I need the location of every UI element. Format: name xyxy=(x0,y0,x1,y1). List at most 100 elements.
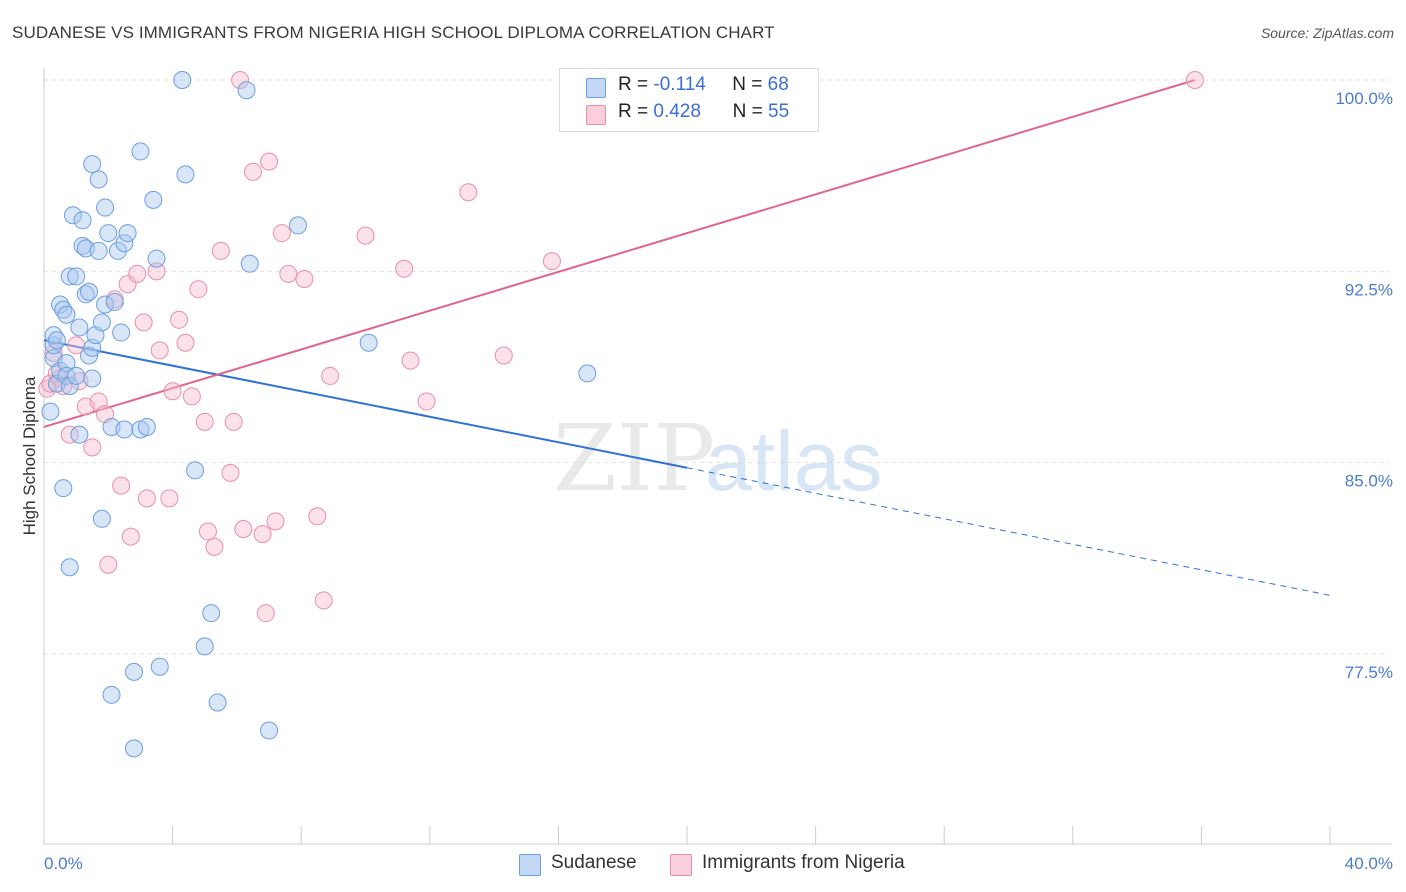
data-point-nigeria xyxy=(176,333,195,352)
data-point-sudanese xyxy=(112,323,131,342)
data-point-nigeria xyxy=(272,224,291,243)
data-point-nigeria xyxy=(38,379,57,398)
y-axis-label: High School Diploma xyxy=(20,376,39,535)
data-point-nigeria xyxy=(266,512,285,531)
y-tick-label: 100.0% xyxy=(1335,89,1393,108)
legend-swatch-nigeria xyxy=(670,854,692,876)
data-point-sudanese xyxy=(57,366,76,385)
trend-line-sudanese xyxy=(43,339,688,469)
data-point-nigeria xyxy=(243,162,262,181)
data-point-sudanese xyxy=(60,558,79,577)
chart-title: SUDANESE VS IMMIGRANTS FROM NIGERIA HIGH… xyxy=(12,23,775,42)
data-point-nigeria xyxy=(195,412,214,431)
data-point-nigeria xyxy=(205,537,224,556)
data-point-sudanese xyxy=(186,461,205,480)
data-point-nigeria xyxy=(494,346,513,365)
data-point-nigeria xyxy=(1185,71,1204,89)
data-point-sudanese xyxy=(80,282,99,301)
data-point-nigeria xyxy=(279,264,298,283)
trend-line-sudanese-extension xyxy=(686,467,1331,596)
data-point-nigeria xyxy=(160,489,179,508)
data-point-nigeria xyxy=(401,351,420,370)
data-point-sudanese xyxy=(150,657,169,676)
series-sudanese xyxy=(41,71,597,758)
data-point-nigeria xyxy=(163,382,182,401)
trend-lines xyxy=(43,79,1331,596)
data-point-sudanese xyxy=(147,249,166,268)
legend-label-sudanese: Sudanese xyxy=(551,852,637,873)
axes xyxy=(43,68,1392,845)
trend-line-nigeria xyxy=(43,79,1196,428)
data-point-sudanese xyxy=(144,190,163,209)
data-point-nigeria xyxy=(150,341,169,360)
data-point-nigeria xyxy=(189,280,208,299)
data-point-sudanese xyxy=(115,420,134,439)
data-point-nigeria xyxy=(137,489,156,508)
data-point-nigeria xyxy=(542,252,561,271)
data-point-nigeria xyxy=(121,527,140,546)
data-point-sudanese xyxy=(70,318,89,337)
legend-swatch-sudanese xyxy=(519,854,541,876)
data-point-nigeria xyxy=(170,310,189,329)
data-point-nigeria xyxy=(67,336,86,355)
data-point-nigeria xyxy=(198,522,217,541)
data-point-sudanese xyxy=(47,331,66,350)
data-point-sudanese xyxy=(176,165,195,184)
data-point-sudanese xyxy=(51,295,70,314)
data-point-nigeria xyxy=(256,604,275,623)
data-point-nigeria xyxy=(308,507,327,526)
data-point-sudanese xyxy=(44,336,63,355)
data-point-sudanese xyxy=(173,71,192,89)
y-tick-label: 77.5% xyxy=(1345,663,1393,682)
legend-n-value: 68 xyxy=(767,74,789,95)
data-point-nigeria xyxy=(260,152,279,171)
data-point-sudanese xyxy=(195,637,214,656)
series-legend: Sudanese Immigrants from Nigeria xyxy=(0,852,1406,878)
data-point-sudanese xyxy=(67,366,86,385)
data-point-sudanese xyxy=(118,224,137,243)
data-point-nigeria xyxy=(211,241,230,260)
data-point-sudanese xyxy=(89,170,108,189)
data-point-sudanese xyxy=(125,662,144,681)
data-point-sudanese xyxy=(83,369,102,388)
data-point-sudanese xyxy=(99,224,118,243)
data-point-sudanese xyxy=(92,313,111,332)
data-point-sudanese xyxy=(108,241,127,260)
data-point-nigeria xyxy=(231,71,250,89)
data-point-nigeria xyxy=(83,438,102,457)
legend-r-label: R = xyxy=(618,101,649,122)
data-point-sudanese xyxy=(125,739,144,758)
data-point-sudanese xyxy=(76,285,95,304)
data-point-nigeria xyxy=(314,591,333,610)
x-tick-label: 0.0% xyxy=(44,854,83,873)
legend-n-label: N = xyxy=(732,74,763,95)
data-point-sudanese xyxy=(208,693,227,712)
data-point-sudanese xyxy=(359,333,378,352)
data-point-nigeria xyxy=(295,269,314,288)
data-point-nigeria xyxy=(112,476,131,495)
source-credit: Source: ZipAtlas.com xyxy=(1260,25,1394,41)
legend-r-value: -0.114 xyxy=(653,74,706,95)
data-point-nigeria xyxy=(417,392,436,411)
data-point-sudanese xyxy=(73,211,92,230)
legend-swatch-nigeria xyxy=(586,105,606,125)
tick-labels: 77.5% 85.0% 92.5% 100.0% 0.0% 40.0% xyxy=(44,89,1393,873)
y-tick-label: 85.0% xyxy=(1345,472,1393,491)
legend-swatch-sudanese xyxy=(586,78,606,98)
legend-label-nigeria: Immigrants from Nigeria xyxy=(702,852,905,873)
data-point-sudanese xyxy=(41,402,60,421)
data-point-sudanese xyxy=(105,292,124,311)
data-point-sudanese xyxy=(83,155,102,174)
watermark-atlas: atlas xyxy=(705,414,882,508)
data-point-sudanese xyxy=(67,267,86,286)
data-point-sudanese xyxy=(44,326,63,345)
data-point-nigeria xyxy=(128,264,147,283)
legend-n-value: 55 xyxy=(768,101,790,122)
data-point-nigeria xyxy=(224,412,243,431)
data-point-sudanese xyxy=(89,241,108,260)
y-tick-label: 92.5% xyxy=(1345,280,1393,299)
data-point-sudanese xyxy=(202,604,221,623)
watermark: ZIP atlas xyxy=(553,405,882,512)
data-point-sudanese xyxy=(54,300,73,319)
